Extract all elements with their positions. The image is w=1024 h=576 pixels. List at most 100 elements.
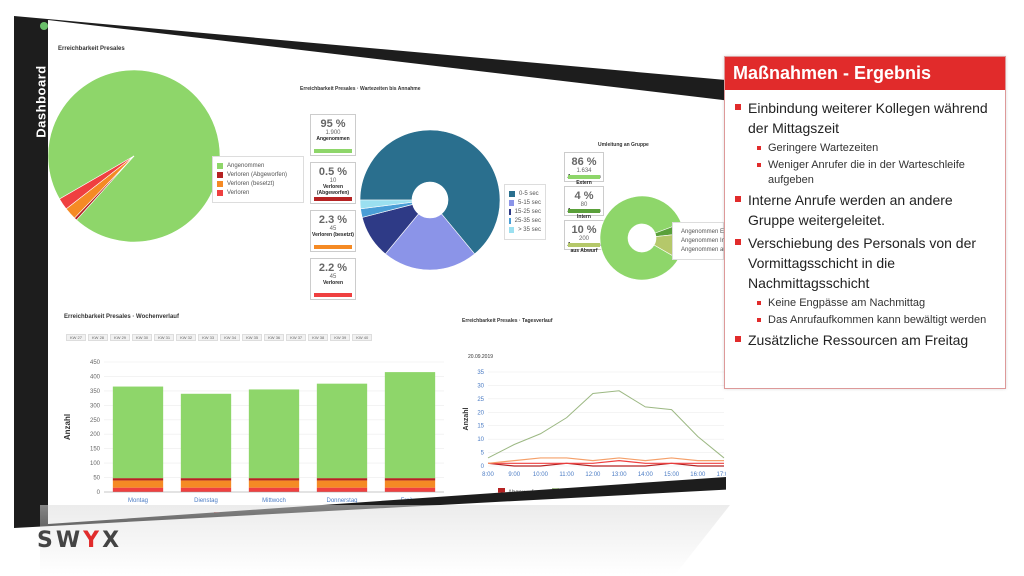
bar-xtick: Donnerstag [326, 498, 357, 504]
kpi-card: 2.2 % 45 Verloren [310, 258, 356, 300]
callout-subitem: Geringere Wartezeiten [733, 141, 997, 156]
line-ytick: 5 [481, 451, 485, 457]
bar-ytick: 200 [90, 432, 101, 438]
bar-xtick: Mittwoch [262, 498, 286, 504]
donut-chart-wartezeiten [359, 129, 501, 271]
bar-ytick: 150 [90, 447, 101, 453]
kpi-percent: 10 % [571, 224, 597, 236]
legend-item: Angenommen Intern [677, 238, 726, 244]
bar-Montag-Angenommen [112, 386, 164, 479]
line-legend-label: Angenommen [562, 490, 599, 496]
line-legend-swatch [498, 488, 505, 495]
legend-swatch [509, 200, 514, 206]
kpi-label: Verloren [322, 280, 343, 286]
kpi-card: 95 % 1.900 Angenommen [310, 114, 356, 156]
panel1-title: Erreichbarkeit Presales [58, 46, 125, 52]
bar-ytick: 300 [90, 403, 101, 409]
line-ytick: 0 [481, 464, 485, 470]
legend-label: 15-25 sec [514, 209, 541, 215]
bar-Freitag-Besetzt [384, 480, 436, 488]
bar-ytick: 450 [90, 360, 101, 366]
legend-item: Angenommen [217, 163, 299, 169]
callout-title: Maßnahmen - Ergebnis [725, 57, 1005, 90]
kpi-count: 1.634 [576, 168, 592, 174]
kpi-percent: 2.2 % [318, 262, 348, 274]
week-tab[interactable]: KW 27 [66, 334, 87, 341]
callout-subitem: Weniger Anrufer die in der Warteschleife… [733, 158, 997, 188]
legend-label: 0-5 sec [519, 191, 539, 197]
line-xtick: 8:00 [482, 472, 494, 478]
pie1-legend: Angenommen Verloren (Abgeworfen) Verloren … [212, 156, 304, 203]
line-ylabel: Anzahl [463, 407, 470, 430]
week-tab[interactable]: KW 30 [132, 334, 153, 341]
callout-subitem: Keine Engpässe am Nachmittag [733, 296, 997, 311]
legend-label: Verloren (Abgeworfen) [227, 172, 288, 178]
line-legend-label: Besetzt [663, 490, 683, 496]
kpi-count: 80 [580, 202, 588, 208]
legend-item: 25-35 sec [509, 218, 541, 224]
kpi-percent: 2.3 % [318, 214, 348, 226]
line-xtick: 13:00 [612, 472, 628, 478]
line-xtick: 17:00 [716, 472, 732, 478]
swyx-logo: SWYX [37, 527, 123, 553]
bar-Mittwoch-Verloren [248, 487, 300, 492]
kpi-percent: 0.5 % [318, 166, 348, 178]
week-tab[interactable]: KW 29 [110, 334, 131, 341]
legend-label: Angenommen Extern [681, 229, 738, 235]
legend-swatch [217, 190, 223, 196]
week-tab[interactable]: KW 34 [220, 334, 241, 341]
kpi-card: 0.5 % 10 Verloren (Abgeworfen) [310, 162, 356, 204]
legend-item: 15-25 sec [509, 209, 541, 215]
line-xtick: 9:00 [508, 472, 520, 478]
week-tab[interactable]: KW 33 [198, 334, 219, 341]
dashboard-screen: Erreichbarkeit Presales Angenommen Verlor… [48, 20, 732, 524]
panel2-title: Erreichbarkeit Presales · Wartezeiten bi… [300, 86, 421, 92]
week-tab[interactable]: KW 35 [242, 334, 263, 341]
kpi-count: 45 [329, 274, 337, 280]
line-xtick: 14:00 [638, 472, 654, 478]
line-legend-swatch [552, 488, 559, 495]
week-tab[interactable]: KW 37 [286, 334, 307, 341]
bar-Dienstag-Besetzt [180, 480, 232, 488]
week-tab[interactable]: KW 39 [330, 334, 351, 341]
bar-Dienstag-Angenommen [180, 393, 232, 479]
monitor-frame: Dashboard Erreichbarkeit Presales Angeno… [14, 16, 726, 528]
legend-label: Angenommen Intern [681, 238, 736, 244]
line-xtick: 12:00 [585, 472, 601, 478]
line-series-Verloren [488, 460, 724, 464]
kpi-color-bar [314, 293, 352, 297]
kpi-color-bar [568, 175, 600, 179]
week-tab[interactable]: KW 36 [264, 334, 285, 341]
pie3-legend: Angenommen Extern Angenommen Intern Angeno… [672, 222, 726, 260]
callout-item: Verschiebung des Personals von der Vormi… [733, 233, 997, 293]
bar-Dienstag-Verloren [180, 487, 232, 492]
week-tab[interactable]: KW 32 [176, 334, 197, 341]
bar-Donnerstag-Abgeworfen [316, 478, 368, 481]
legend-item: Verloren [217, 190, 299, 196]
legend-item: Verloren (Abgeworfen) [217, 172, 299, 178]
bar-ytick: 350 [90, 389, 101, 395]
week-tab[interactable]: KW 28 [88, 334, 109, 341]
monitor-status-icon [40, 22, 48, 30]
panel4-title: Erreichbarkeit Presales · Wochenverlauf [64, 314, 179, 320]
callout-list: Einbindung weiterer Kollegen während der… [725, 90, 1005, 350]
week-tab[interactable]: KW 31 [154, 334, 175, 341]
kpi-percent: 86 % [571, 156, 597, 168]
kpi-card: 10 %200Angenommen aus Abwurf [564, 220, 604, 254]
pie1-slice-3 [59, 155, 135, 210]
line-ytick: 20 [477, 410, 484, 416]
pie2-legend: 0-5 sec 5-15 sec 15-25 sec 25-35 sec > 35 se… [504, 184, 546, 240]
results-callout: Maßnahmen - Ergebnis Einbindung weiterer… [724, 56, 1006, 389]
week-tab[interactable]: KW 40 [352, 334, 373, 341]
panel5-date: 20.09.2019 [468, 354, 494, 360]
week-tabs: KW 27 KW 28 KW 29 KW 30 KW 31 KW 32 KW 33 KW 34… [66, 334, 373, 341]
bar-Donnerstag-Angenommen [316, 383, 368, 479]
bar-ytick: 100 [90, 461, 101, 467]
kpi-count: 200 [578, 236, 589, 242]
line-ytick: 30 [477, 383, 484, 389]
bar-Freitag-Abgeworfen [384, 478, 436, 481]
kpi-count: 1.900 [325, 130, 341, 136]
week-tab[interactable]: KW 38 [308, 334, 329, 341]
legend-item: Angenommen aus Abwurf [677, 247, 726, 253]
line-ytick: 15 [477, 424, 484, 430]
